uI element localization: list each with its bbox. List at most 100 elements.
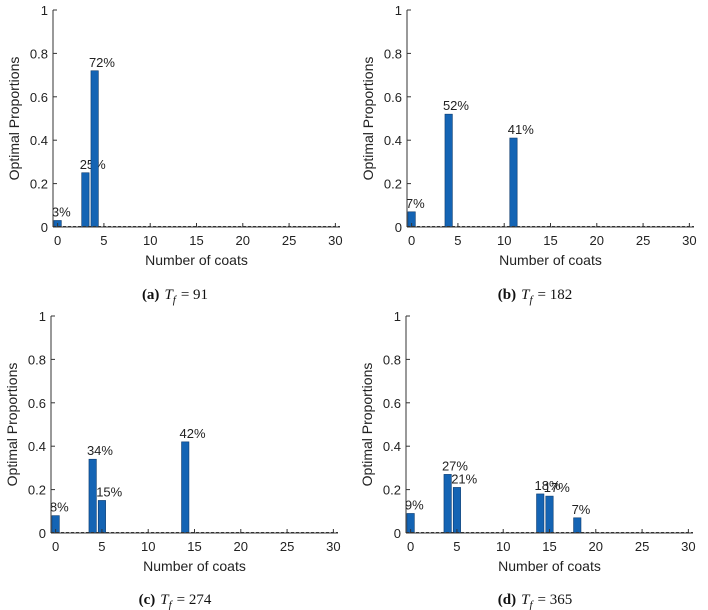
bar	[81, 172, 90, 228]
x-tick-label: 10	[143, 233, 157, 248]
caption-letter: (b)	[498, 287, 516, 303]
x-axis-label: Number of coats	[499, 252, 602, 268]
data-label: 15%	[96, 484, 122, 499]
y-tick-label: 1	[39, 309, 46, 324]
y-tick-label: 0	[41, 220, 48, 235]
x-tick-label: 25	[282, 233, 296, 248]
x-tick-label: 20	[234, 539, 248, 554]
caption-variable: T	[164, 287, 174, 303]
caption-variable: T	[521, 592, 531, 608]
bar	[181, 441, 190, 534]
x-tick-label: 30	[326, 539, 340, 554]
x-tick-label: 5	[98, 539, 105, 554]
bar	[573, 517, 582, 534]
bar	[509, 137, 518, 228]
bar	[536, 493, 545, 534]
caption-subscript: f	[529, 599, 534, 610]
x-tick-label: 20	[589, 539, 603, 554]
subfigure-caption: (a) Tf = 91	[142, 287, 208, 306]
subfigure-caption: (c) Tf = 274	[139, 592, 212, 610]
data-label: 72%	[89, 55, 115, 70]
y-tick-label: 0.4	[28, 439, 46, 454]
chart-panel-d: 9%27%21% 18%17%7%00.20.40.60.810 5 10 15 20 25…	[359, 309, 696, 610]
chart-panel-a: 3%25%72%00.20.40.60.81051015202530Number…	[6, 3, 343, 306]
data-label: 27%	[442, 458, 468, 473]
y-tick-label: 0.6	[383, 396, 401, 411]
x-axis-label: Number of coats	[498, 558, 601, 574]
data-label: 34%	[87, 443, 113, 458]
caption-variable: T	[521, 287, 531, 303]
y-axis-label: Optimal Proportions	[6, 57, 22, 181]
y-axis-label: Optimal Proportions	[360, 57, 376, 181]
x-tick-label: 30	[681, 539, 695, 554]
caption-letter: (a)	[142, 287, 160, 303]
y-tick-label: 0.6	[30, 90, 48, 105]
x-tick-label: 15	[543, 233, 557, 248]
caption-variable: T	[160, 592, 170, 608]
x-axis-label: Number of coats	[145, 252, 248, 268]
x-tick-label: 15	[187, 539, 201, 554]
y-tick-label: 0.4	[384, 133, 402, 148]
caption-value: = 91	[181, 287, 208, 303]
y-tick-label: 0	[395, 220, 402, 235]
x-tick-label: 0	[54, 233, 61, 248]
caption-subscript: f	[173, 294, 178, 306]
y-tick-label: 0.6	[384, 90, 402, 105]
caption-subscript: f	[169, 599, 174, 610]
data-label: 52%	[443, 98, 469, 113]
x-tick-label: 20	[236, 233, 250, 248]
chart-panel-b: 7%52%41%00.20.40.60.810 5 10 15 20 25 30Number…	[360, 3, 697, 306]
caption-value: = 274	[177, 592, 212, 608]
y-axis-label: Optimal Proportions	[4, 363, 20, 487]
x-tick-label: 25	[636, 233, 650, 248]
y-tick-label: 0.4	[383, 439, 401, 454]
y-tick-label: 1	[395, 3, 402, 18]
y-tick-label: 0.6	[28, 396, 46, 411]
data-label: 42%	[180, 426, 206, 441]
y-axis-label: Optimal Proportions	[359, 363, 375, 487]
y-tick-label: 1	[394, 309, 401, 324]
y-tick-label: 0	[39, 526, 46, 541]
y-tick-label: 1	[41, 3, 48, 18]
x-tick-label: 30	[328, 233, 342, 248]
data-label: 7%	[406, 196, 425, 211]
data-label: 18%	[535, 478, 561, 493]
data-label: 3%	[52, 204, 71, 219]
caption-letter: (c)	[139, 592, 156, 608]
y-tick-label: 0.4	[30, 133, 48, 148]
y-tick-label: 0.8	[28, 352, 46, 367]
y-tick-label: 0.8	[30, 46, 48, 61]
bar	[97, 500, 106, 534]
data-label: 21%	[451, 471, 477, 486]
x-tick-label: 30	[682, 233, 696, 248]
subfigure-caption: (b) Tf = 182	[498, 287, 572, 306]
chart-panel-c: 8%34%15%42%00.20.40.60.810 5 10 15 20 25 30Num…	[4, 309, 341, 610]
x-tick-label: 10	[496, 539, 510, 554]
x-tick-label: 25	[280, 539, 294, 554]
x-tick-label: 0	[52, 539, 59, 554]
data-label: 41%	[508, 122, 534, 137]
bar	[452, 487, 461, 534]
bar	[545, 495, 554, 534]
x-tick-label: 5	[454, 233, 461, 248]
caption-subscript: f	[529, 294, 534, 306]
y-tick-label: 0	[394, 526, 401, 541]
bar	[444, 113, 453, 228]
caption-letter: (d)	[498, 592, 516, 608]
x-tick-label: 25	[635, 539, 649, 554]
x-tick-label: 20	[590, 233, 604, 248]
data-label: 9%	[405, 497, 424, 512]
x-tick-label: 0	[408, 233, 415, 248]
x-tick-label: 0	[407, 539, 414, 554]
caption-value: = 182	[538, 287, 573, 303]
subfigure-caption: (d) Tf = 365	[498, 592, 572, 610]
x-axis-label: Number of coats	[143, 558, 246, 574]
caption-value: = 365	[538, 592, 573, 608]
y-tick-label: 0.8	[383, 352, 401, 367]
y-tick-label: 0.2	[28, 483, 46, 498]
bar	[90, 70, 99, 228]
x-tick-label: 5	[453, 539, 460, 554]
x-tick-label: 5	[100, 233, 107, 248]
x-tick-label: 10	[497, 233, 511, 248]
